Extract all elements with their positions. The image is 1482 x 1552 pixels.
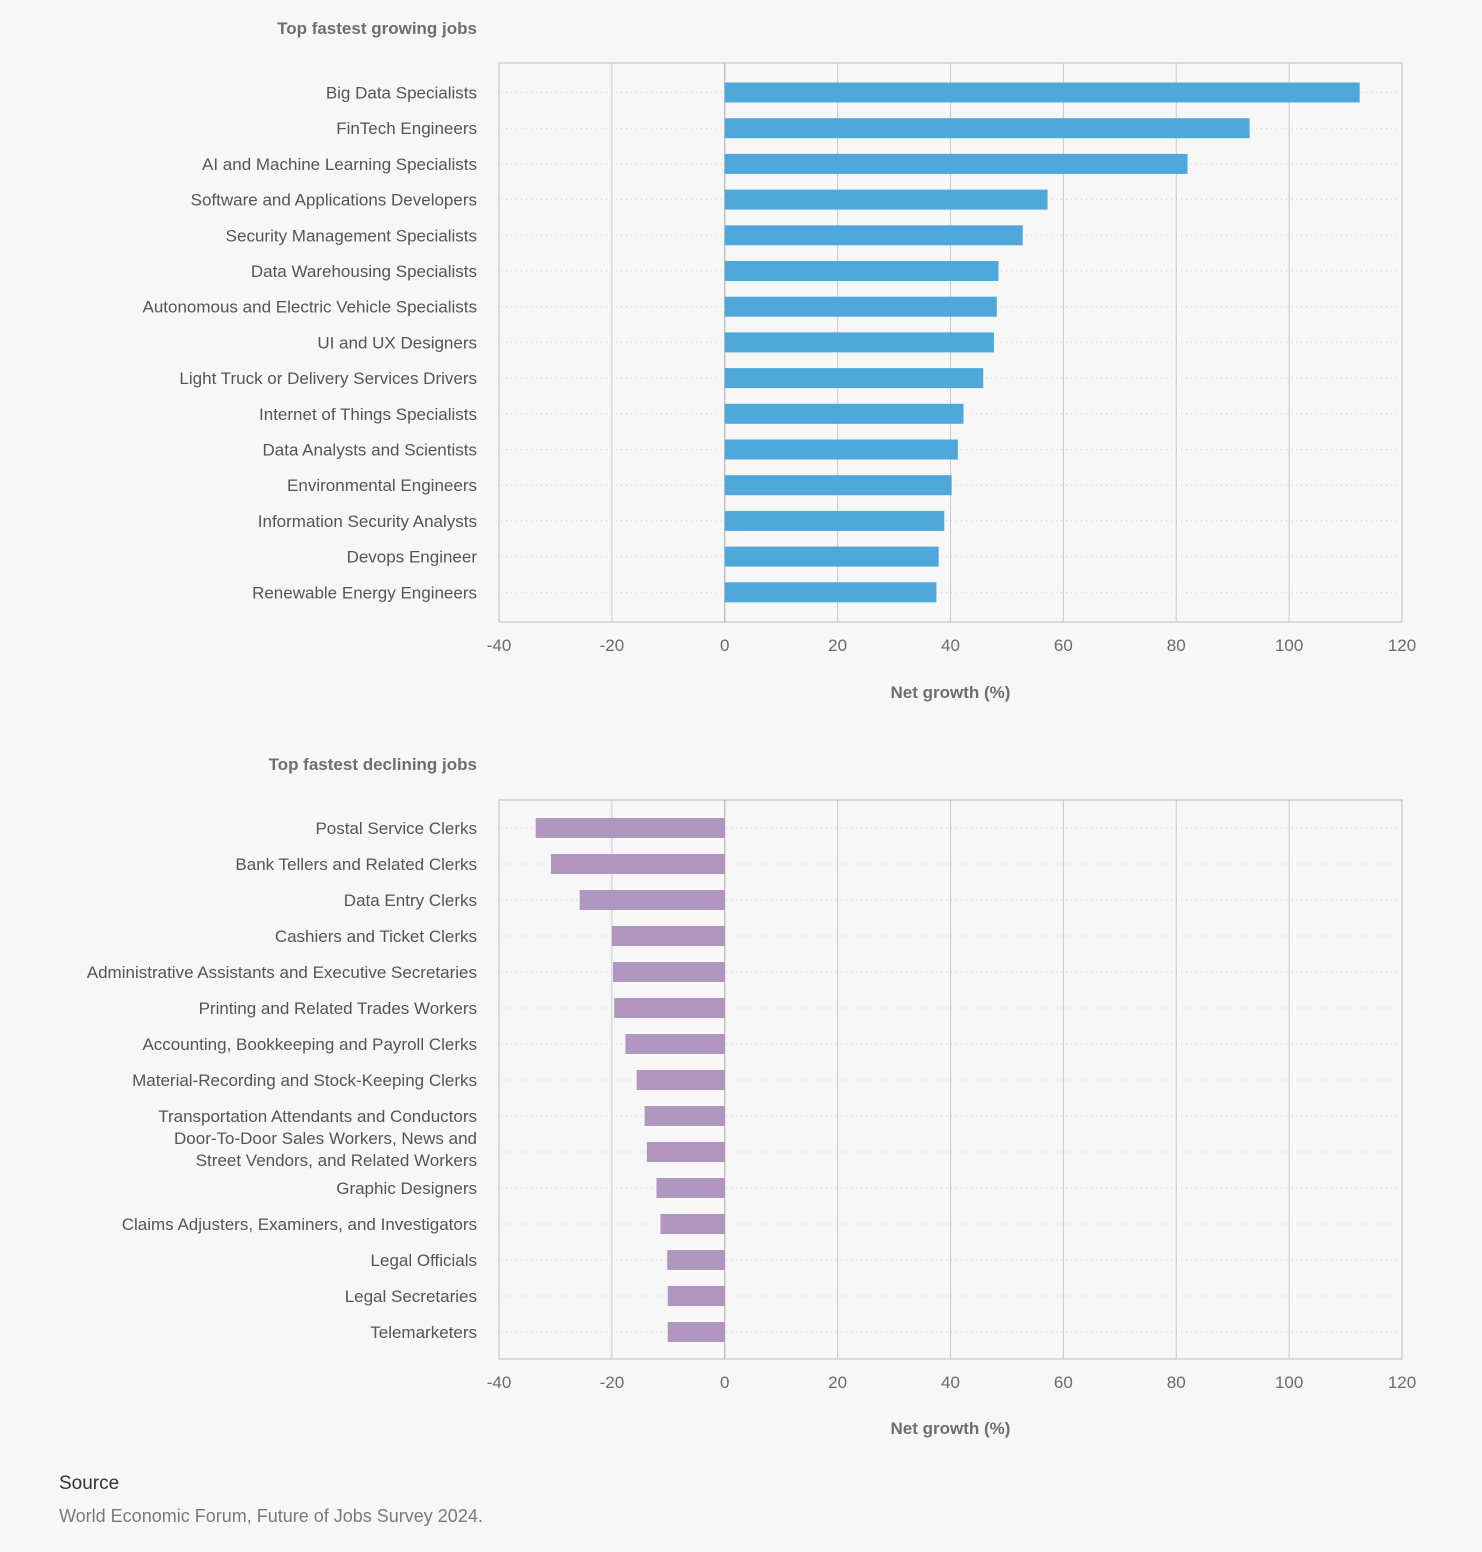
bar bbox=[613, 962, 725, 982]
tick-label: 120 bbox=[1388, 636, 1416, 655]
bar bbox=[724, 296, 997, 317]
category-label: Autonomous and Electric Vehicle Speciali… bbox=[142, 298, 477, 317]
source-heading: Source bbox=[59, 1473, 120, 1494]
chart-title: Top fastest growing jobs bbox=[277, 19, 477, 38]
category-label: Postal Service Clerks bbox=[315, 819, 477, 838]
bar bbox=[724, 368, 984, 389]
tick-label: 20 bbox=[828, 636, 847, 655]
bar bbox=[646, 1142, 725, 1162]
bar bbox=[724, 403, 964, 424]
tick-label: -20 bbox=[600, 636, 625, 655]
bar bbox=[625, 1034, 725, 1054]
bar bbox=[724, 189, 1048, 210]
bar bbox=[667, 1322, 725, 1342]
bar bbox=[656, 1178, 725, 1198]
tick-label: 40 bbox=[941, 636, 960, 655]
bar bbox=[724, 261, 999, 281]
category-label: Bank Tellers and Related Clerks bbox=[235, 855, 477, 874]
source-text: World Economic Forum, Future of Jobs Sur… bbox=[59, 1506, 483, 1526]
bar bbox=[724, 582, 937, 603]
category-label: Data Warehousing Specialists bbox=[251, 262, 477, 281]
tick-label: 80 bbox=[1167, 636, 1186, 655]
axis-title: Net growth (%) bbox=[891, 683, 1011, 702]
category-label: Telemarketers bbox=[370, 1323, 477, 1342]
tick-label: 60 bbox=[1054, 636, 1073, 655]
tick-label: 0 bbox=[720, 636, 729, 655]
tick-label: 80 bbox=[1167, 1373, 1186, 1392]
category-label: Graphic Designers bbox=[336, 1179, 477, 1198]
tick-label: -20 bbox=[600, 1373, 625, 1392]
tick-label: 40 bbox=[941, 1373, 960, 1392]
category-label: Security Management Specialists bbox=[226, 226, 477, 245]
category-label: UI and UX Designers bbox=[317, 333, 477, 352]
bar bbox=[550, 854, 725, 874]
tick-label: 120 bbox=[1388, 1373, 1416, 1392]
bar bbox=[724, 225, 1023, 246]
bar bbox=[614, 998, 725, 1018]
category-label: Legal Officials bbox=[371, 1251, 477, 1270]
category-label: Information Security Analysts bbox=[258, 512, 477, 531]
category-label: Light Truck or Delivery Services Drivers bbox=[179, 369, 477, 388]
bar bbox=[535, 818, 725, 838]
category-label: Big Data Specialists bbox=[326, 84, 477, 103]
category-label: Data Analysts and Scientists bbox=[262, 441, 477, 460]
tick-label: 0 bbox=[720, 1373, 729, 1392]
category-label: Claims Adjusters, Examiners, and Investi… bbox=[122, 1215, 477, 1234]
category-label: Data Entry Clerks bbox=[344, 891, 477, 910]
bar bbox=[667, 1250, 725, 1270]
bar bbox=[724, 510, 945, 531]
bar bbox=[724, 475, 952, 496]
category-label: Printing and Related Trades Workers bbox=[199, 999, 477, 1018]
bar bbox=[724, 153, 1188, 174]
bar bbox=[660, 1214, 725, 1234]
axis-title: Net growth (%) bbox=[891, 1419, 1011, 1438]
bar bbox=[579, 890, 725, 910]
bar bbox=[644, 1106, 725, 1126]
category-label: Transportation Attendants and Conductors bbox=[158, 1107, 477, 1126]
category-label: Renewable Energy Engineers bbox=[252, 583, 477, 602]
chart-title: Top fastest declining jobs bbox=[269, 755, 477, 774]
category-label: Devops Engineer bbox=[347, 548, 478, 567]
category-label: Internet of Things Specialists bbox=[259, 405, 477, 424]
tick-label: 100 bbox=[1275, 636, 1303, 655]
category-label: FinTech Engineers bbox=[336, 119, 477, 138]
category-label: Administrative Assistants and Executive … bbox=[87, 963, 477, 982]
category-label: Cashiers and Ticket Clerks bbox=[275, 927, 477, 946]
category-label: AI and Machine Learning Specialists bbox=[202, 155, 477, 174]
category-label: Software and Applications Developers bbox=[191, 191, 477, 210]
bar bbox=[724, 82, 1360, 103]
tick-label: 100 bbox=[1275, 1373, 1303, 1392]
category-label: Environmental Engineers bbox=[287, 476, 477, 495]
bar bbox=[611, 926, 725, 946]
tick-label: -40 bbox=[487, 1373, 512, 1392]
bar bbox=[724, 546, 939, 567]
bar bbox=[636, 1070, 725, 1090]
bar bbox=[724, 332, 994, 353]
bar bbox=[724, 118, 1250, 139]
chart-1: Top fastest growing jobs Big Data Special… bbox=[142, 19, 1416, 702]
bar bbox=[724, 439, 958, 460]
tick-label: 60 bbox=[1054, 1373, 1073, 1392]
category-label: Accounting, Bookkeeping and Payroll Cler… bbox=[142, 1035, 477, 1054]
tick-label: -40 bbox=[487, 636, 512, 655]
category-label: Material-Recording and Stock-Keeping Cle… bbox=[132, 1071, 477, 1090]
chart-2: Top fastest declining jobs Postal Service… bbox=[87, 755, 1416, 1438]
bar bbox=[667, 1286, 725, 1306]
category-label: Door-To-Door Sales Workers, News and Stre… bbox=[174, 1129, 477, 1170]
tick-label: 20 bbox=[828, 1373, 847, 1392]
category-label: Legal Secretaries bbox=[345, 1287, 477, 1306]
